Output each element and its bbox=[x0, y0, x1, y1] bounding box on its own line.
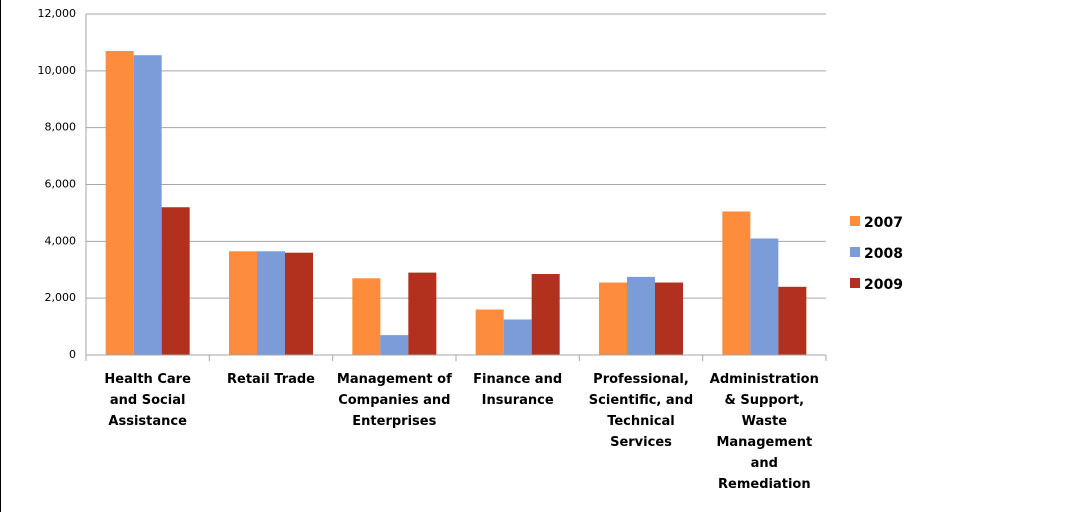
legend-label: 2007 bbox=[864, 215, 903, 231]
y-tick-label: 12,000 bbox=[38, 7, 77, 20]
bar bbox=[475, 309, 504, 355]
bar bbox=[750, 238, 779, 355]
x-tick-label: Management of Companies and Enterprises bbox=[336, 372, 452, 429]
y-tick-label: 8,000 bbox=[45, 121, 77, 134]
bar bbox=[599, 282, 627, 355]
bar bbox=[161, 207, 190, 355]
bar bbox=[285, 252, 313, 355]
x-tick-label: Retail Trade bbox=[227, 372, 315, 387]
y-tick-label: 10,000 bbox=[38, 64, 77, 77]
legend-swatch bbox=[850, 247, 860, 257]
legend-swatch bbox=[850, 278, 860, 288]
y-tick-label: 6,000 bbox=[45, 178, 77, 191]
legend-label: 2008 bbox=[864, 246, 903, 262]
legend-swatch bbox=[850, 216, 860, 226]
bar bbox=[655, 282, 683, 355]
y-tick-label: 4,000 bbox=[45, 234, 77, 247]
bar bbox=[380, 335, 409, 355]
y-tick-label: 0 bbox=[69, 348, 76, 361]
x-tick-label: Administration & Support, Waste Manageme… bbox=[709, 372, 819, 492]
x-tick-label: Health Care and Social Assistance bbox=[104, 372, 191, 429]
legend-label: 2009 bbox=[864, 277, 903, 293]
bar bbox=[352, 278, 381, 355]
bar bbox=[229, 251, 257, 355]
x-tick-label: Finance and Insurance bbox=[473, 372, 563, 408]
bar bbox=[722, 211, 751, 355]
bar bbox=[503, 319, 532, 355]
bar bbox=[257, 251, 285, 355]
y-tick-label: 2,000 bbox=[45, 291, 77, 304]
bar bbox=[105, 50, 134, 356]
bar bbox=[408, 272, 437, 355]
bar bbox=[778, 286, 807, 355]
bar bbox=[133, 55, 162, 356]
bar bbox=[531, 274, 560, 355]
bar bbox=[627, 276, 655, 355]
x-tick-label: Professional, Scientific, and Technical … bbox=[588, 372, 694, 450]
